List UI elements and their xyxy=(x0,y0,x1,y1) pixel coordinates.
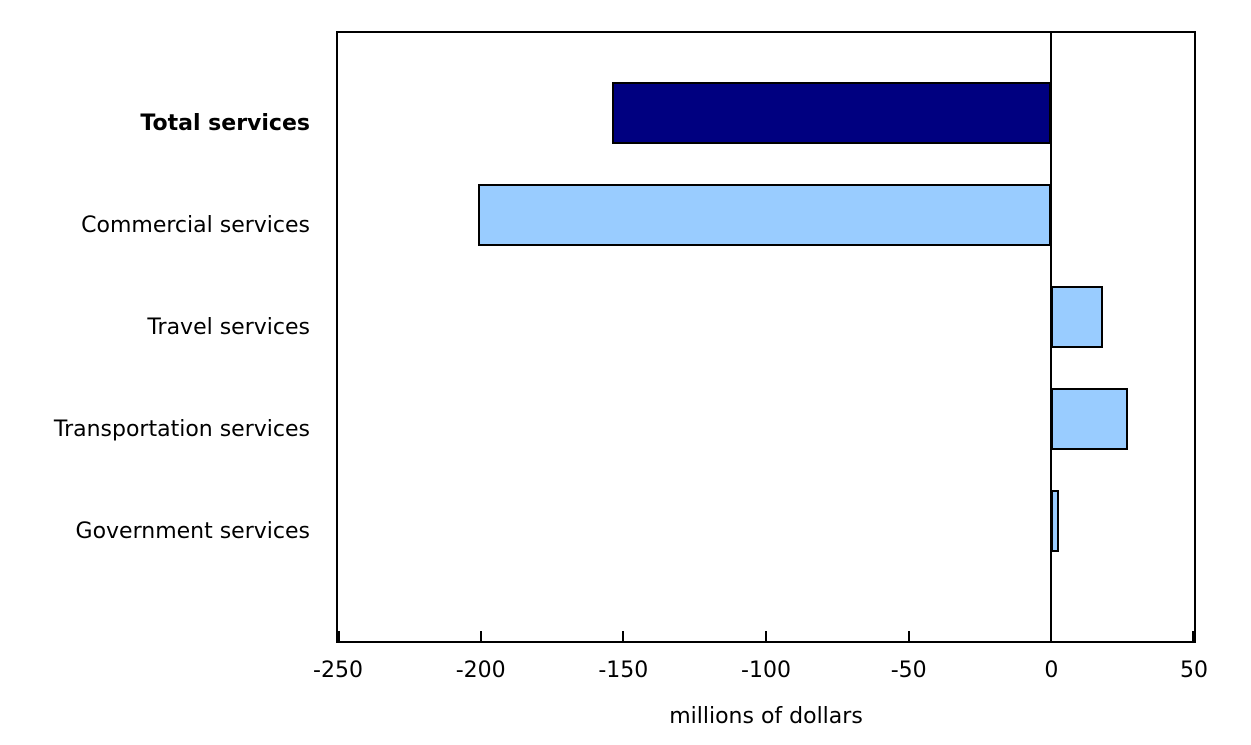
x-tick-label: 50 xyxy=(1180,658,1208,683)
category-label: Travel services xyxy=(147,315,310,340)
x-tick-mark xyxy=(1050,631,1053,641)
category-label: Commercial services xyxy=(81,213,310,238)
bar-transportation-services xyxy=(1051,388,1129,450)
bar-travel-services xyxy=(1051,286,1103,348)
bar-commercial-services xyxy=(477,184,1052,246)
plot-area xyxy=(336,31,1196,643)
bar-total-services xyxy=(611,82,1052,144)
category-label: Government services xyxy=(75,519,310,544)
x-axis-label: millions of dollars xyxy=(669,704,863,729)
x-tick-mark xyxy=(765,631,767,641)
x-tick-label: -250 xyxy=(313,658,363,683)
x-tick-mark xyxy=(907,631,910,641)
x-tick-label: -100 xyxy=(741,658,791,683)
x-tick-label: -50 xyxy=(890,658,927,683)
x-tick-label: -150 xyxy=(598,658,649,683)
category-label: Total services xyxy=(140,111,310,136)
x-tick-mark xyxy=(338,631,340,641)
x-tick-mark xyxy=(479,631,482,641)
bar-government-services xyxy=(1051,490,1060,552)
x-tick-mark xyxy=(1192,631,1194,641)
category-label: Transportation services xyxy=(53,417,310,442)
x-tick-mark xyxy=(622,631,625,641)
x-tick-label: 0 xyxy=(1044,658,1059,683)
x-tick-label: -200 xyxy=(455,658,506,683)
